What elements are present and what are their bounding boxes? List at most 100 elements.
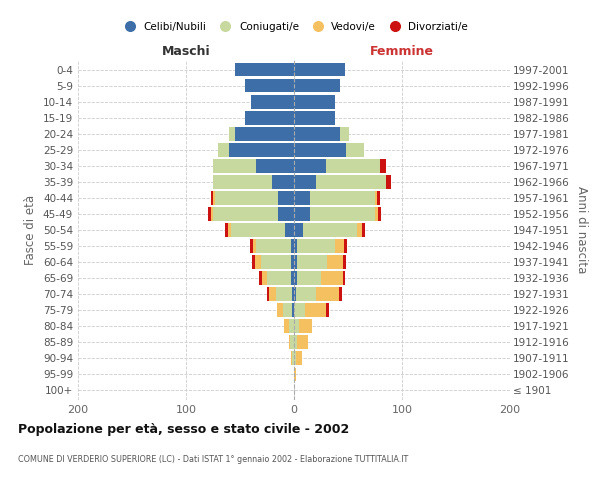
- Bar: [378, 207, 382, 221]
- Bar: [297, 256, 328, 269]
- Bar: [386, 175, 391, 188]
- Bar: [232, 223, 286, 237]
- Bar: [380, 159, 386, 172]
- Bar: [275, 288, 292, 301]
- Bar: [340, 288, 341, 301]
- Bar: [294, 239, 297, 253]
- Bar: [362, 223, 365, 237]
- Bar: [294, 368, 296, 381]
- Bar: [291, 256, 294, 269]
- Bar: [294, 336, 297, 349]
- Bar: [225, 223, 228, 237]
- Bar: [291, 239, 294, 253]
- Bar: [375, 207, 378, 221]
- Bar: [256, 159, 294, 172]
- Bar: [343, 272, 345, 285]
- Bar: [294, 95, 335, 108]
- Bar: [294, 127, 340, 140]
- Bar: [302, 223, 356, 237]
- Bar: [252, 256, 255, 269]
- Bar: [213, 191, 215, 204]
- Bar: [294, 175, 316, 188]
- Bar: [283, 304, 292, 317]
- Bar: [294, 256, 297, 269]
- Bar: [255, 256, 260, 269]
- Y-axis label: Anni di nascita: Anni di nascita: [575, 186, 588, 274]
- Bar: [228, 223, 232, 237]
- Bar: [340, 127, 349, 140]
- Bar: [229, 127, 235, 140]
- Bar: [326, 304, 329, 317]
- Bar: [296, 288, 316, 301]
- Bar: [294, 63, 345, 76]
- Bar: [297, 239, 335, 253]
- Bar: [284, 320, 289, 333]
- Bar: [292, 288, 294, 301]
- Bar: [294, 304, 305, 317]
- Bar: [297, 272, 321, 285]
- Bar: [291, 352, 292, 365]
- Bar: [326, 159, 380, 172]
- Bar: [346, 143, 364, 156]
- Bar: [294, 272, 297, 285]
- Bar: [269, 288, 275, 301]
- Bar: [245, 79, 294, 92]
- Bar: [316, 175, 386, 188]
- Bar: [299, 320, 313, 333]
- Bar: [356, 223, 362, 237]
- Bar: [294, 159, 326, 172]
- Bar: [297, 336, 308, 349]
- Bar: [335, 239, 344, 253]
- Bar: [343, 256, 346, 269]
- Bar: [310, 191, 375, 204]
- Bar: [294, 207, 310, 221]
- Bar: [250, 239, 253, 253]
- Bar: [294, 288, 296, 301]
- Bar: [294, 191, 310, 204]
- Bar: [213, 175, 272, 188]
- Bar: [328, 256, 343, 269]
- Bar: [277, 304, 283, 317]
- Bar: [235, 63, 294, 76]
- Bar: [211, 207, 213, 221]
- Bar: [259, 272, 262, 285]
- Bar: [292, 352, 294, 365]
- Bar: [305, 304, 326, 317]
- Bar: [262, 272, 267, 285]
- Text: COMUNE DI VERDERIO SUPERIORE (LC) - Dati ISTAT 1° gennaio 2002 - Elaborazione TU: COMUNE DI VERDERIO SUPERIORE (LC) - Dati…: [18, 455, 408, 464]
- Bar: [289, 320, 294, 333]
- Bar: [316, 288, 340, 301]
- Bar: [294, 111, 335, 124]
- Bar: [294, 223, 302, 237]
- Bar: [253, 239, 256, 253]
- Bar: [296, 352, 302, 365]
- Bar: [251, 95, 294, 108]
- Bar: [229, 143, 294, 156]
- Bar: [260, 256, 291, 269]
- Bar: [310, 207, 375, 221]
- Bar: [292, 304, 294, 317]
- Bar: [377, 191, 380, 204]
- Bar: [272, 175, 294, 188]
- Legend: Celibi/Nubili, Coniugati/e, Vedovi/e, Divorziati/e: Celibi/Nubili, Coniugati/e, Vedovi/e, Di…: [116, 18, 472, 36]
- Bar: [289, 336, 290, 349]
- Bar: [211, 191, 213, 204]
- Bar: [256, 239, 291, 253]
- Bar: [294, 352, 296, 365]
- Bar: [218, 143, 229, 156]
- Bar: [375, 191, 377, 204]
- Bar: [294, 143, 346, 156]
- Bar: [213, 207, 278, 221]
- Bar: [278, 207, 294, 221]
- Bar: [235, 127, 294, 140]
- Bar: [291, 272, 294, 285]
- Bar: [267, 288, 269, 301]
- Bar: [321, 272, 343, 285]
- Bar: [290, 336, 294, 349]
- Bar: [286, 223, 294, 237]
- Bar: [294, 320, 299, 333]
- Bar: [215, 191, 278, 204]
- Bar: [245, 111, 294, 124]
- Bar: [213, 159, 256, 172]
- Text: Maschi: Maschi: [161, 46, 211, 59]
